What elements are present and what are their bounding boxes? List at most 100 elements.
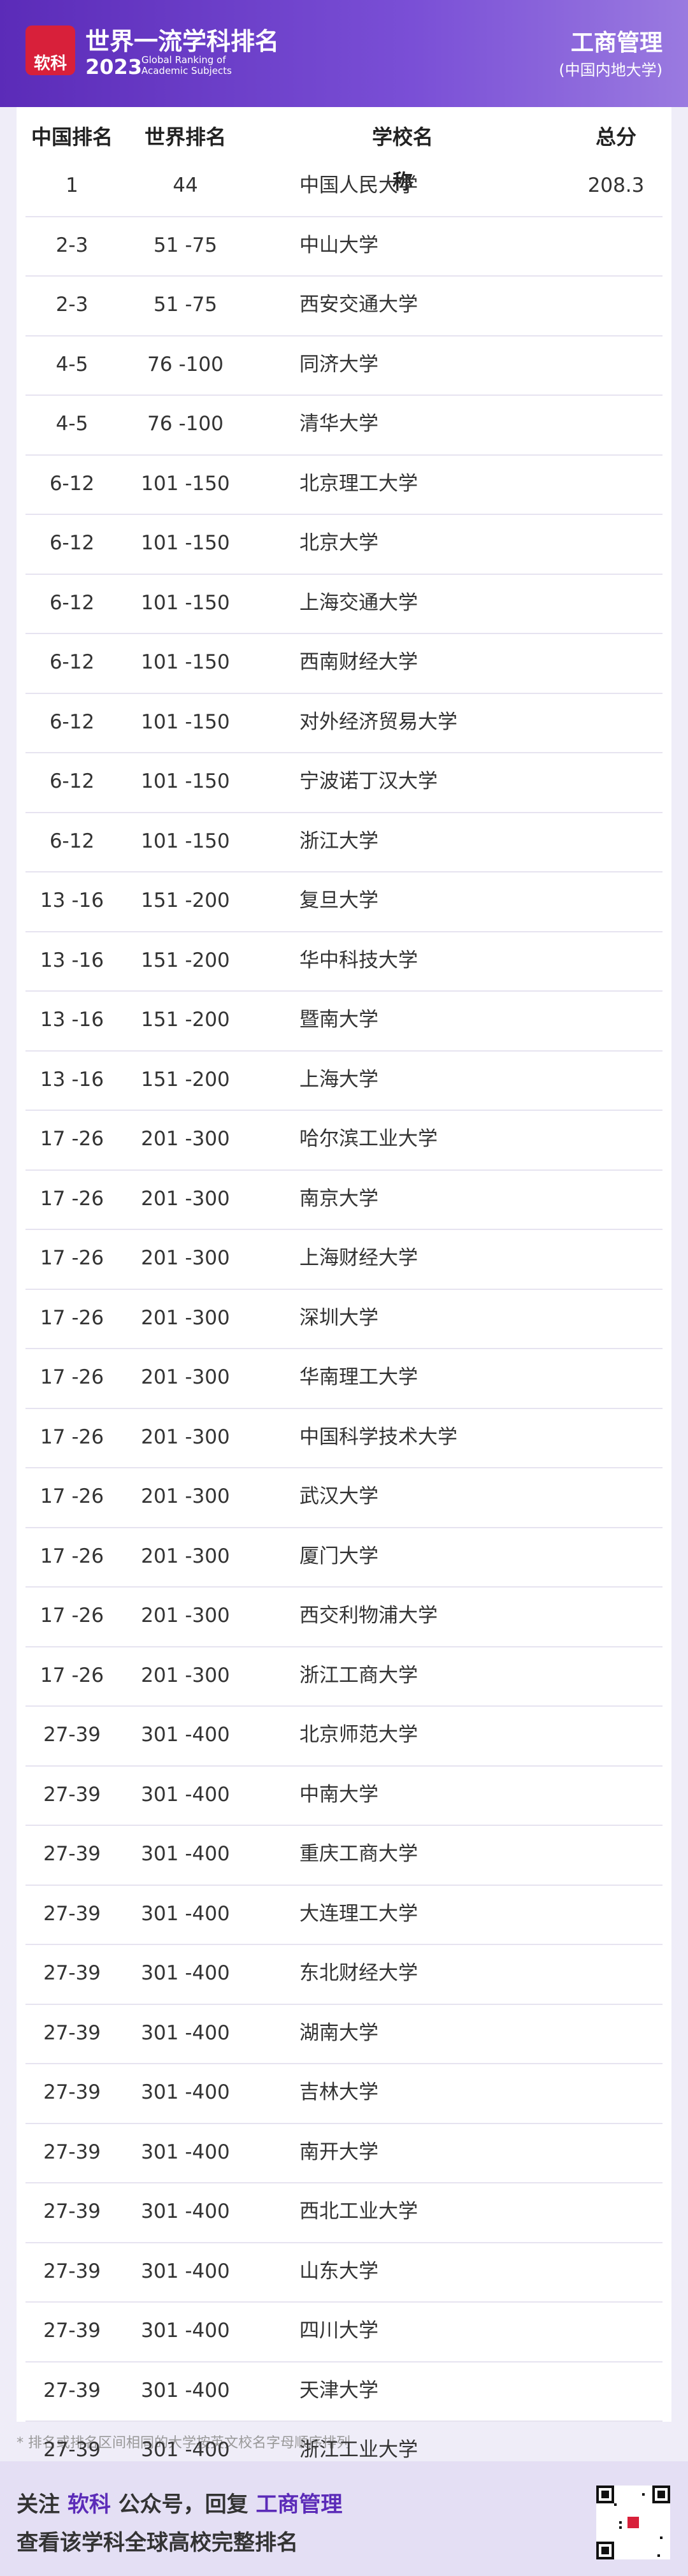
footer-text: 关注: [17, 2492, 60, 2517]
school-name: 武汉大学: [299, 1485, 378, 1508]
school-name: 中国人民大学: [299, 174, 418, 197]
cn-rank: 27-39: [43, 2200, 101, 2223]
row-separator: [25, 1825, 663, 1826]
cn-rank: 6-12: [49, 651, 95, 674]
world-rank: 301 -400: [141, 2378, 230, 2402]
cn-rank: 6-12: [49, 710, 95, 734]
qr-code: [596, 2486, 670, 2559]
row-separator: [25, 1288, 663, 1290]
school-name: 对外经济贸易大学: [299, 710, 457, 734]
row-separator: [25, 394, 663, 396]
world-rank: 101 -150: [141, 770, 230, 793]
cn-rank: 27-39: [43, 2259, 101, 2283]
world-rank: 301 -400: [141, 1842, 230, 1865]
cn-rank: 27-39: [43, 1783, 101, 1806]
cn-rank: 2-3: [55, 293, 89, 316]
footer-keyword: 工商管理: [255, 2492, 343, 2517]
row-separator: [25, 2122, 663, 2124]
row-separator: [25, 692, 663, 694]
cn-rank: 2-3: [55, 233, 89, 257]
world-rank: 301 -400: [141, 1723, 230, 1746]
cn-rank: 1: [66, 174, 78, 197]
school-name: 同济大学: [299, 352, 378, 376]
row-separator: [25, 811, 663, 813]
world-rank: 301 -400: [141, 2081, 230, 2104]
qr-cell: [642, 2493, 645, 2496]
header-banner: 软科 世界一流学科排名 2023 Global Ranking of Acade…: [0, 0, 688, 107]
school-name: 湖南大学: [299, 2021, 378, 2044]
school-name: 中山大学: [299, 233, 378, 257]
world-rank: 44: [173, 174, 198, 197]
footer-line2: 查看该学科全球高校完整排名: [17, 2530, 298, 2556]
world-rank: 201 -300: [141, 1306, 230, 1329]
column-header: 总分: [595, 125, 636, 149]
school-name: 浙江工商大学: [299, 1663, 418, 1687]
column-header: 世界排名: [144, 125, 226, 149]
school-name: 中南大学: [299, 1783, 378, 1806]
row-separator: [25, 1765, 663, 1767]
school-name: 西北工业大学: [299, 2200, 418, 2223]
row-separator: [25, 752, 663, 753]
column-header: 中国排名: [31, 125, 113, 149]
footer: 关注 软科 公众号，回复 工商管理 查看该学科全球高校完整排名: [0, 2461, 688, 2576]
footnote: * 排名或排名区间相同的大学按英文校名字母顺序排列: [17, 2435, 350, 2451]
cn-rank: 13 -16: [40, 1067, 104, 1091]
cn-rank: 27-39: [43, 2438, 101, 2461]
world-rank: 201 -300: [141, 1544, 230, 1568]
school-name: 吉林大学: [299, 2081, 378, 2104]
world-rank: 201 -300: [141, 1366, 230, 1389]
world-rank: 76 -100: [147, 412, 224, 435]
world-rank: 201 -300: [141, 1663, 230, 1687]
row-separator: [25, 2420, 663, 2422]
world-rank: 201 -300: [141, 1247, 230, 1270]
world-rank: 201 -300: [141, 1127, 230, 1150]
row-separator: [25, 2301, 663, 2303]
world-rank: 151 -200: [141, 1067, 230, 1091]
row-separator: [25, 514, 663, 515]
cn-rank: 17 -26: [40, 1127, 104, 1150]
school-name: 暨南大学: [299, 1008, 378, 1031]
qr-cell: [614, 2503, 617, 2506]
row-separator: [25, 335, 663, 336]
qr-cell: [601, 2547, 609, 2554]
school-name: 厦门大学: [299, 1544, 378, 1568]
row-separator: [25, 1586, 663, 1588]
school-name: 浙江大学: [299, 829, 378, 853]
school-name: 上海交通大学: [299, 591, 418, 614]
score: 208.3: [587, 174, 645, 197]
qr-cell: [657, 2554, 660, 2557]
cn-rank: 27-39: [43, 1902, 101, 1925]
row-separator: [25, 871, 663, 872]
row-separator: [25, 454, 663, 456]
world-rank: 301 -400: [141, 2200, 230, 2223]
row-separator: [25, 1884, 663, 1886]
world-rank: 301 -400: [141, 1902, 230, 1925]
school-name: 北京大学: [299, 532, 378, 554]
school-name: 东北财经大学: [299, 1962, 418, 1985]
table: [17, 107, 671, 2422]
world-rank: 76 -100: [147, 352, 224, 376]
cn-rank: 27-39: [43, 1842, 101, 1865]
school-name: 华中科技大学: [299, 948, 418, 972]
row-separator: [25, 1526, 663, 1528]
school-name: 宁波诺丁汉大学: [299, 770, 438, 793]
row-separator: [25, 633, 663, 634]
subtitle: Global Ranking of Academic Subjects: [141, 54, 232, 76]
cn-rank: 17 -26: [40, 1604, 104, 1627]
school-name: 重庆工商大学: [299, 1842, 418, 1865]
row-separator: [25, 930, 663, 932]
cn-rank: 27-39: [43, 2081, 101, 2104]
school-name: 中国科学技术大学: [299, 1425, 457, 1449]
row-separator: [25, 1169, 663, 1171]
row-separator: [25, 1705, 663, 1707]
row-separator: [25, 1050, 663, 1052]
row-separator: [25, 2361, 663, 2363]
cn-rank: 6-12: [49, 591, 95, 614]
column-header: 学校名称: [371, 125, 433, 194]
world-rank: 101 -150: [141, 651, 230, 674]
school-name: 复旦大学: [299, 889, 378, 912]
row-separator: [25, 1467, 663, 1468]
world-rank: 151 -200: [141, 889, 230, 912]
subject: 工商管理: [570, 30, 663, 56]
